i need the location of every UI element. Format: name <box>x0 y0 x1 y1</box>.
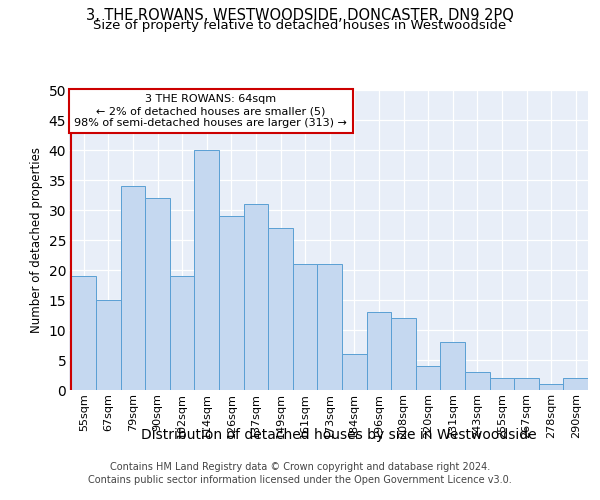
Bar <box>563 378 588 390</box>
Bar <box>514 378 539 390</box>
Bar <box>391 318 416 390</box>
Bar <box>465 372 490 390</box>
Text: 3 THE ROWANS: 64sqm
← 2% of detached houses are smaller (5)
98% of semi-detached: 3 THE ROWANS: 64sqm ← 2% of detached hou… <box>74 94 347 128</box>
Text: Contains public sector information licensed under the Open Government Licence v3: Contains public sector information licen… <box>88 475 512 485</box>
Bar <box>170 276 194 390</box>
Bar <box>440 342 465 390</box>
Bar <box>121 186 145 390</box>
Text: 3, THE ROWANS, WESTWOODSIDE, DONCASTER, DN9 2PQ: 3, THE ROWANS, WESTWOODSIDE, DONCASTER, … <box>86 8 514 22</box>
Bar <box>268 228 293 390</box>
Text: Contains HM Land Registry data © Crown copyright and database right 2024.: Contains HM Land Registry data © Crown c… <box>110 462 490 472</box>
Bar <box>244 204 268 390</box>
Bar <box>317 264 342 390</box>
Bar <box>194 150 219 390</box>
Bar <box>490 378 514 390</box>
Bar <box>416 366 440 390</box>
Text: Distribution of detached houses by size in Westwoodside: Distribution of detached houses by size … <box>141 428 537 442</box>
Bar <box>71 276 96 390</box>
Bar <box>145 198 170 390</box>
Bar <box>539 384 563 390</box>
Bar <box>219 216 244 390</box>
Bar <box>293 264 317 390</box>
Bar <box>367 312 391 390</box>
Bar <box>96 300 121 390</box>
Text: Size of property relative to detached houses in Westwoodside: Size of property relative to detached ho… <box>94 19 506 32</box>
Y-axis label: Number of detached properties: Number of detached properties <box>30 147 43 333</box>
Bar <box>342 354 367 390</box>
